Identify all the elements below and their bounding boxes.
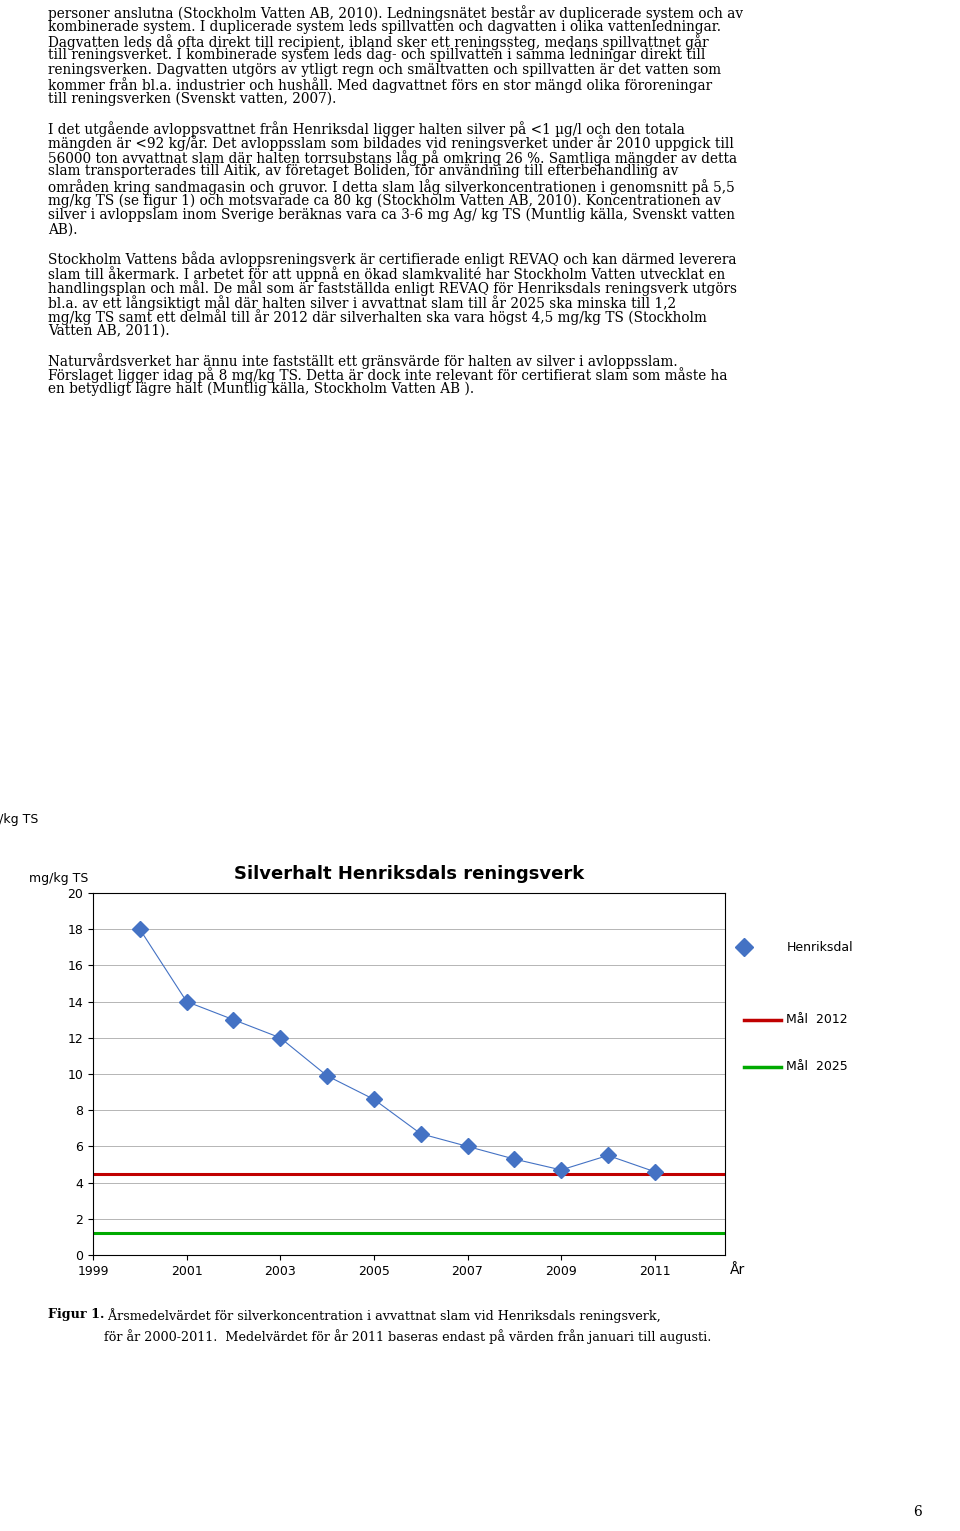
Text: slam transporterades till Aitik, av företaget Boliden, för användning till efter: slam transporterades till Aitik, av före… bbox=[48, 164, 679, 179]
Text: kombinerade system. I duplicerade system leds spillvatten och dagvatten i olika : kombinerade system. I duplicerade system… bbox=[48, 20, 721, 34]
Text: personer anslutna (Stockholm Vatten AB, 2010). Ledningsnätet består av duplicera: personer anslutna (Stockholm Vatten AB, … bbox=[48, 5, 743, 21]
Text: mg/kg TS samt ett delmål till år 2012 där silverhalten ska vara högst 4,5 mg/kg : mg/kg TS samt ett delmål till år 2012 dä… bbox=[48, 309, 707, 326]
Text: I det utgående avloppsvattnet från Henriksdal ligger halten silver på <1 µg/l oc: I det utgående avloppsvattnet från Henri… bbox=[48, 121, 684, 136]
Text: Förslaget ligger idag på 8 mg/kg TS. Detta är dock inte relevant för certifierat: Förslaget ligger idag på 8 mg/kg TS. Det… bbox=[48, 367, 728, 383]
Text: Dagvatten leds då ofta direkt till recipient, ibland sker ett reningssteg, medan: Dagvatten leds då ofta direkt till recip… bbox=[48, 34, 708, 51]
Text: Naturvårdsverket har ännu inte fastställt ett gränsvärde för halten av silver i : Naturvårdsverket har ännu inte fastställ… bbox=[48, 354, 678, 369]
Text: Mål  2012: Mål 2012 bbox=[786, 1014, 848, 1026]
Text: mängden är <92 kg/år. Det avloppsslam som bildades vid reningsverket under år 20: mängden är <92 kg/år. Det avloppsslam so… bbox=[48, 136, 733, 152]
Text: till reningsverket. I kombinerade system leds dag- och spillvatten i samma ledni: till reningsverket. I kombinerade system… bbox=[48, 49, 706, 63]
Text: reningsverken. Dagvatten utgörs av ytligt regn och smältvatten och spillvatten ä: reningsverken. Dagvatten utgörs av ytlig… bbox=[48, 63, 721, 77]
Text: en betydligt lägre halt (Muntlig källa, Stockholm Vatten AB ).: en betydligt lägre halt (Muntlig källa, … bbox=[48, 383, 474, 397]
Title: Silverhalt Henriksdals reningsverk: Silverhalt Henriksdals reningsverk bbox=[234, 865, 584, 883]
Text: mg/kg TS: mg/kg TS bbox=[0, 813, 38, 825]
Text: 6: 6 bbox=[913, 1505, 922, 1519]
Text: mg/kg TS: mg/kg TS bbox=[29, 873, 88, 885]
Text: slam till åkermark. I arbetet för att uppnå en ökad slamkvalité har Stockholm Va: slam till åkermark. I arbetet för att up… bbox=[48, 266, 725, 282]
Text: silver i avloppslam inom Sverige beräknas vara ca 3-6 mg Ag/ kg TS (Muntlig käll: silver i avloppslam inom Sverige beräkna… bbox=[48, 208, 735, 222]
Text: kommer från bl.a. industrier och hushåll. Med dagvattnet förs en stor mängd olik: kommer från bl.a. industrier och hushåll… bbox=[48, 78, 712, 93]
Text: till reningsverken (Svenskt vatten, 2007).: till reningsverken (Svenskt vatten, 2007… bbox=[48, 92, 336, 106]
Text: Henriksdal: Henriksdal bbox=[786, 942, 852, 954]
Text: områden kring sandmagasin och gruvor. I detta slam låg silverkoncentrationen i g: områden kring sandmagasin och gruvor. I … bbox=[48, 179, 734, 194]
Text: Årsmedelvärdet för silverkoncentration i avvattnat slam vid Henriksdals reningsv: Årsmedelvärdet för silverkoncentration i… bbox=[104, 1307, 711, 1344]
Text: 56000 ton avvattnat slam där halten torrsubstans låg på omkring 26 %. Samtliga m: 56000 ton avvattnat slam där halten torr… bbox=[48, 150, 737, 165]
Text: Vatten AB, 2011).: Vatten AB, 2011). bbox=[48, 325, 170, 338]
Text: Figur 1.: Figur 1. bbox=[48, 1307, 105, 1321]
Text: mg/kg TS (se figur 1) och motsvarade ca 80 kg (Stockholm Vatten AB, 2010). Konce: mg/kg TS (se figur 1) och motsvarade ca … bbox=[48, 193, 721, 208]
Text: Stockholm Vattens båda avloppsreningsverk är certifierade enligt REVAQ och kan d: Stockholm Vattens båda avloppsreningsver… bbox=[48, 251, 736, 268]
Text: AB).: AB). bbox=[48, 222, 78, 236]
Text: Mål  2025: Mål 2025 bbox=[786, 1061, 848, 1073]
Text: År: År bbox=[730, 1263, 745, 1277]
Text: handlingsplan och mål. De mål som är fastställda enligt REVAQ för Henriksdals re: handlingsplan och mål. De mål som är fas… bbox=[48, 280, 737, 297]
Text: bl.a. av ett långsiktigt mål där halten silver i avvattnat slam till år 2025 ska: bl.a. av ett långsiktigt mål där halten … bbox=[48, 295, 676, 311]
